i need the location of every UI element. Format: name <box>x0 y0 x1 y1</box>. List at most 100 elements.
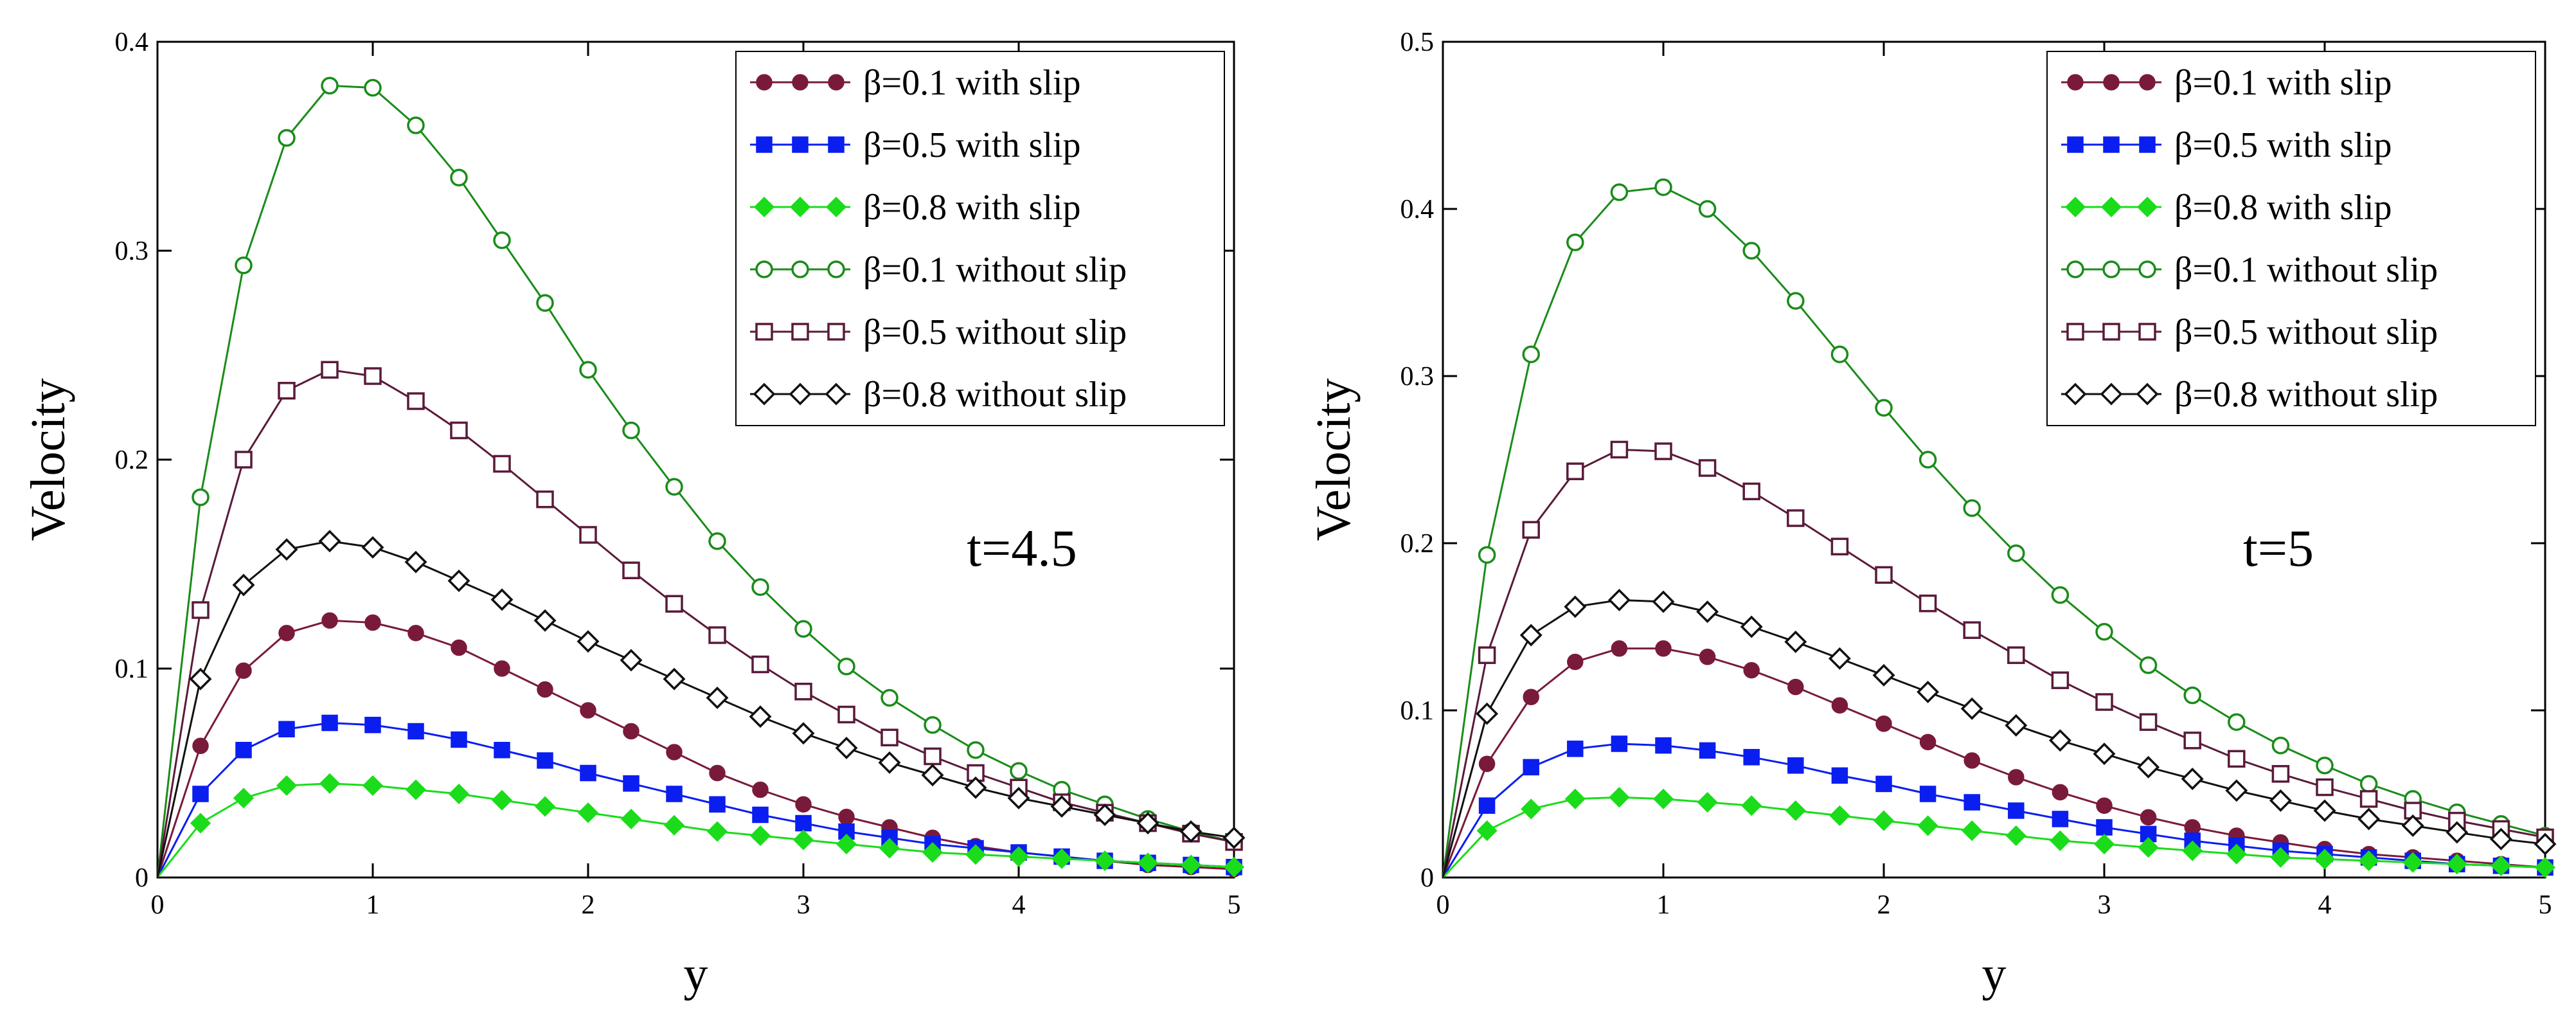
data-point <box>1875 775 1892 793</box>
x-tick-label: 3 <box>2098 890 2111 920</box>
data-point <box>278 129 296 147</box>
data-point <box>881 688 899 707</box>
data-point <box>580 764 596 782</box>
x-tick-label: 4 <box>1012 890 1026 920</box>
data-point <box>364 367 382 385</box>
data-point <box>2226 843 2247 865</box>
data-point <box>364 614 381 631</box>
data-point <box>235 451 253 469</box>
data-point <box>663 667 686 690</box>
time-annotation: t=5 <box>2243 519 2314 577</box>
data-point <box>751 655 769 674</box>
data-point <box>2316 757 2334 775</box>
data-point <box>881 728 899 746</box>
data-point <box>1963 621 1981 639</box>
data-point <box>1180 854 1202 876</box>
series-3 <box>1442 787 2556 879</box>
legend-label: β=0.8 with slip <box>2174 188 2392 228</box>
data-point <box>1919 594 1937 613</box>
data-point <box>1919 451 1937 469</box>
data-point <box>2093 742 2116 766</box>
data-point <box>235 742 252 759</box>
data-point <box>1652 590 1675 613</box>
data-point <box>1522 521 1540 539</box>
series-line <box>156 782 1235 878</box>
legend-swatch-marker <box>2067 74 2084 91</box>
data-point <box>1609 787 1630 808</box>
series-line <box>156 540 1235 878</box>
data-point <box>407 116 425 134</box>
data-point <box>1963 499 1981 518</box>
data-point <box>879 838 900 859</box>
legend-entry-5: β=0.5 without slip <box>750 312 1127 352</box>
data-point <box>579 361 597 379</box>
data-point <box>2225 779 2248 802</box>
legend-swatch-marker <box>2064 196 2086 218</box>
data-point <box>2401 814 2424 837</box>
legend-entry-6: β=0.8 without slip <box>750 375 1127 415</box>
series-6 <box>156 530 1246 878</box>
y-tick-label: 0.1 <box>115 654 149 684</box>
legend-swatch-marker <box>2102 260 2120 278</box>
data-point <box>1962 820 1983 842</box>
data-point <box>1179 820 1203 843</box>
data-point <box>1698 200 1717 218</box>
data-point <box>1010 762 1028 780</box>
data-point <box>490 588 514 611</box>
data-point <box>1136 812 1159 834</box>
y-tick-label: 0 <box>135 863 148 893</box>
data-point <box>1051 848 1073 869</box>
y-axis-label: Velocity <box>1307 378 1361 541</box>
legend-swatch-marker <box>756 74 773 91</box>
data-point <box>1564 788 1586 809</box>
legend-entry-5: β=0.5 without slip <box>2061 312 2438 352</box>
data-point <box>1831 697 1848 714</box>
legend-entry-4: β=0.1 without slip <box>750 250 1127 290</box>
data-point <box>537 681 553 698</box>
data-point <box>666 744 683 760</box>
data-point <box>278 382 296 400</box>
legend-label: β=0.1 without slip <box>2174 250 2438 290</box>
legend-label: β=0.8 without slip <box>863 375 1127 415</box>
data-point <box>749 705 772 728</box>
data-point <box>1963 794 1980 811</box>
legend-swatch-marker <box>827 260 845 278</box>
data-point <box>1742 242 1760 260</box>
legend-swatch-marker <box>755 323 773 341</box>
legend-entry-3: β=0.8 with slip <box>2061 188 2392 228</box>
data-point <box>1698 459 1717 477</box>
data-point <box>1741 795 1762 816</box>
data-point <box>2048 729 2071 752</box>
legend-box <box>2046 51 2536 426</box>
legend-swatch-marker <box>2139 136 2156 153</box>
data-point <box>2140 809 2157 826</box>
data-point <box>407 392 425 410</box>
series-1 <box>156 612 1242 878</box>
legend: β=0.1 with slip β=0.5 with slip β=0.8 with… <box>2046 51 2536 426</box>
plot-frame <box>1442 40 2546 879</box>
data-point <box>838 809 855 825</box>
data-point <box>1478 546 1496 564</box>
data-point <box>2446 854 2467 875</box>
chart-2: 0 1 2 3 4 5 0 0.1 0.2 0.3 0.4 0.5 y Velocity β=0.1 wit… <box>1307 28 2557 1001</box>
data-point <box>1008 846 1030 867</box>
legend: β=0.1 with slip β=0.5 with slip β=0.8 with… <box>735 51 1225 426</box>
data-point <box>1652 788 1674 809</box>
legend-swatch-marker <box>828 136 845 153</box>
data-point <box>364 78 382 97</box>
x-tick-label: 5 <box>2539 890 2552 920</box>
x-tick-label: 4 <box>2318 890 2332 920</box>
data-point <box>278 721 295 737</box>
legend-label: β=0.5 with slip <box>2174 125 2392 165</box>
data-point <box>620 649 643 672</box>
data-point <box>1476 702 1499 725</box>
data-point <box>1050 795 1073 818</box>
legend-box <box>735 51 1225 426</box>
data-point <box>792 722 815 745</box>
y-tick-label: 0.4 <box>115 28 149 57</box>
y-tick-label: 0.5 <box>1400 28 1435 57</box>
data-point <box>665 595 683 613</box>
series-3 <box>156 773 1245 878</box>
time-annotation: t=4.5 <box>967 519 1077 577</box>
data-point <box>1611 735 1628 752</box>
